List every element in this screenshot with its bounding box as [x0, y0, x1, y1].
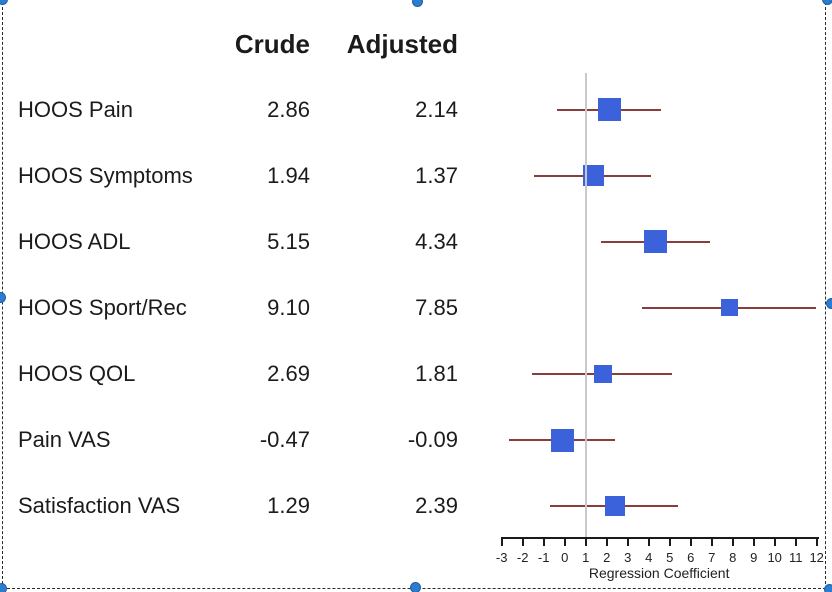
axis-tick [500, 537, 503, 546]
estimate-marker [551, 428, 575, 452]
axis-tick-label: 0 [561, 550, 569, 565]
axis-tick [542, 537, 545, 546]
x-axis-line [501, 537, 819, 539]
row-label: Pain VAS [18, 427, 111, 453]
axis-tick-label: 5 [666, 550, 674, 565]
axis-tick-label: 1 [582, 550, 590, 565]
axis-tick-label: 9 [750, 550, 758, 565]
crude-value: 1.94 [267, 162, 310, 188]
row-label: HOOS QOL [18, 361, 136, 387]
axis-tick-label: 10 [767, 550, 782, 565]
adjusted-value: 1.81 [415, 361, 458, 387]
estimate-marker [604, 496, 625, 517]
axis-tick [815, 537, 818, 546]
resize-handle-bottom-left[interactable] [0, 583, 7, 592]
axis-tick [626, 537, 629, 546]
axis-tick-label: 2 [603, 550, 611, 565]
axis-tick [668, 537, 671, 546]
axis-tick [521, 537, 524, 546]
axis-tick-label: -2 [516, 550, 529, 565]
estimate-marker [644, 230, 668, 254]
adjusted-value: 4.34 [415, 228, 458, 254]
axis-tick-label: 4 [645, 550, 653, 565]
adjusted-value: 7.85 [415, 294, 458, 320]
axis-tick [584, 537, 587, 546]
axis-tick-label: -1 [537, 550, 550, 565]
crude-value: 2.86 [267, 96, 310, 122]
estimate-marker [582, 165, 604, 187]
column-header-adjusted: Adjusted [346, 29, 458, 59]
column-header-crude: Crude [234, 29, 310, 59]
row-label: Satisfaction VAS [18, 493, 181, 519]
axis-tick [563, 537, 566, 546]
crude-value: 2.69 [267, 361, 310, 387]
resize-handle-bottom-center[interactable] [410, 582, 421, 592]
axis-tick [773, 537, 776, 546]
adjusted-value: -0.09 [407, 427, 458, 453]
crude-value: 5.15 [267, 228, 310, 254]
estimate-marker [721, 299, 739, 317]
axis-tick-label: 3 [624, 550, 632, 565]
axis-tick-label: 11 [788, 550, 803, 565]
row-label: HOOS Sport/Rec [18, 294, 187, 320]
resize-handle-top-right[interactable] [822, 0, 832, 5]
row-label: HOOS ADL [18, 228, 131, 254]
axis-tick-label: 12 [809, 550, 824, 565]
axis-tick [794, 537, 797, 546]
axis-tick-label: -3 [495, 550, 508, 565]
estimate-marker [598, 98, 622, 121]
adjusted-value: 2.39 [415, 493, 458, 519]
x-axis-title: Regression Coefficient [588, 565, 730, 581]
crude-value: -0.47 [259, 427, 310, 453]
row-label: HOOS Pain [18, 96, 133, 122]
axis-tick [605, 537, 608, 546]
axis-tick-label: 6 [687, 550, 695, 565]
reference-line [584, 73, 587, 537]
row-label: HOOS Symptoms [18, 162, 193, 188]
estimate-marker [593, 365, 612, 384]
resize-handle-middle-right[interactable] [826, 298, 832, 309]
axis-tick [710, 537, 713, 546]
axis-tick [731, 537, 734, 546]
axis-tick [752, 537, 755, 546]
adjusted-value: 1.37 [415, 162, 458, 188]
crude-value: 9.10 [267, 294, 310, 320]
axis-tick-label: 7 [708, 550, 716, 565]
axis-tick [647, 537, 650, 546]
resize-handle-bottom-right[interactable] [824, 584, 832, 592]
adjusted-value: 2.14 [415, 96, 458, 122]
resize-handle-top-center[interactable] [412, 0, 423, 7]
axis-tick-label: 8 [729, 550, 737, 565]
crude-value: 1.29 [267, 493, 310, 519]
axis-tick [689, 537, 692, 546]
